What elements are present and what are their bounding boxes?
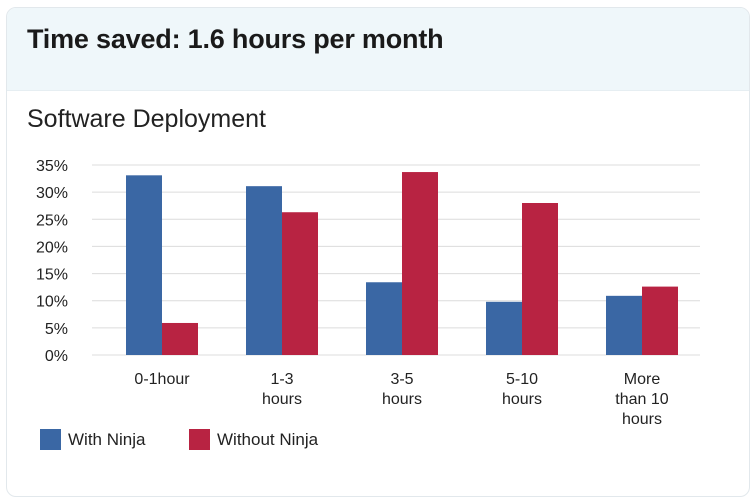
y-tick-label: 35% [36,158,68,175]
x-tick-label: than 10 [615,391,668,408]
bar-without-ninja [162,322,198,355]
y-tick-label: 10% [36,294,68,311]
x-tick-label: hours [262,391,302,408]
x-tick-label: hours [622,411,662,428]
bar-with-ninja [246,186,282,355]
x-tick-label: 0-1hour [134,371,190,388]
legend-label: Without Ninja [217,429,319,449]
x-tick-label: 5-10 [506,371,538,388]
x-tick-label: 3-5 [390,371,413,388]
y-tick-label: 15% [36,267,68,284]
x-tick-label: hours [502,391,542,408]
x-tick-label: More [624,371,661,388]
card-title: Time saved: 1.6 hours per month [27,24,444,54]
x-tick-label: 1-3 [270,371,293,388]
y-tick-label: 0% [45,348,68,365]
legend-swatch [189,429,210,450]
bar-with-ninja [486,301,522,355]
bar-without-ninja [282,212,318,355]
y-tick-label: 5% [45,321,68,338]
bar-with-ninja [126,175,162,355]
chart-title: Software Deployment [27,105,267,133]
bar-without-ninja [642,286,678,355]
legend-item-with-ninja: With Ninja [40,429,145,450]
legend-label: With Ninja [68,429,146,449]
bar-without-ninja [402,172,438,355]
legend-item-without-ninja: Without Ninja [189,429,318,450]
bar-with-ninja [606,295,642,355]
x-tick-label: hours [382,391,422,408]
y-tick-label: 25% [36,212,68,229]
y-tick-label: 30% [36,185,68,202]
y-tick-label: 20% [36,239,68,256]
bar-with-ninja [366,282,402,355]
legend-swatch [40,429,61,450]
card-header [7,8,749,91]
bar-without-ninja [522,203,558,355]
